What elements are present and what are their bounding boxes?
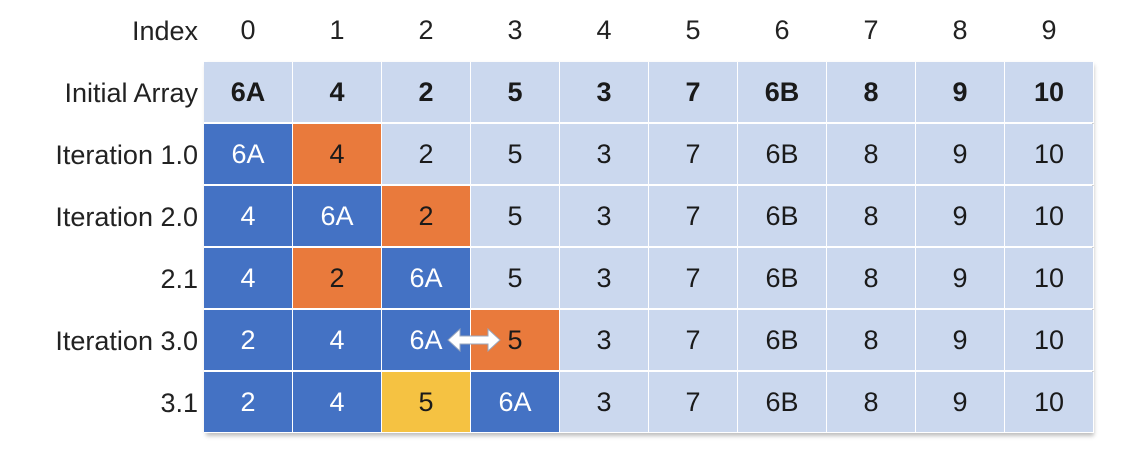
- array-cell: 8: [827, 372, 916, 433]
- index-header-7: 7: [863, 15, 879, 45]
- array-cell: 5: [471, 124, 560, 185]
- array-cell: 7: [649, 124, 738, 185]
- array-cell: 6B: [738, 62, 827, 123]
- array-cell: 6A: [471, 372, 560, 433]
- array-cell: 10: [1005, 62, 1094, 123]
- index-header-8: 8: [952, 15, 968, 45]
- array-cell: 6B: [738, 124, 827, 185]
- array-cell: 6B: [738, 248, 827, 309]
- index-header-row: Index 0 1 2 3 4 5 6 7 8 9: [0, 0, 1148, 62]
- array-cell: 9: [916, 124, 1005, 185]
- array-cell: 10: [1005, 186, 1094, 247]
- array-cell: 3: [560, 124, 649, 185]
- index-header-4: 4: [596, 15, 612, 45]
- array-cell: 8: [827, 62, 916, 123]
- array-cell: 7: [649, 186, 738, 247]
- array-cell: 10: [1005, 372, 1094, 433]
- array-cell: 10: [1005, 124, 1094, 185]
- row-label: Initial Array: [64, 78, 198, 108]
- array-cell: 5: [471, 186, 560, 247]
- array-cell: 7: [649, 372, 738, 433]
- array-cell: 8: [827, 124, 916, 185]
- array-row: Initial Array 6A 4 2 5 3 7 6B 8 9 10: [0, 62, 1148, 124]
- array-cell: 3: [560, 186, 649, 247]
- array-cell: 6A: [382, 310, 471, 371]
- array-cell: 4: [293, 62, 382, 123]
- array-cell: 6A: [204, 62, 293, 123]
- index-header-3: 3: [507, 15, 523, 45]
- array-cell: 10: [1005, 310, 1094, 371]
- index-header-label: Index: [131, 16, 198, 46]
- array-cell: 5: [471, 248, 560, 309]
- array-row: 2.1 4 2 6A 5 3 7 6B 8 9 10: [0, 248, 1148, 310]
- array-cell: 10: [1005, 248, 1094, 309]
- array-cell: 2: [382, 62, 471, 123]
- row-label: Iteration 1.0: [55, 140, 198, 170]
- array-cell: 6A: [204, 124, 293, 185]
- array-cell: 2: [293, 248, 382, 309]
- array-cell: 6B: [738, 372, 827, 433]
- array-cell: 9: [916, 372, 1005, 433]
- array-cell: 4: [204, 248, 293, 309]
- row-label: 2.1: [160, 264, 198, 294]
- array-cell: 9: [916, 248, 1005, 309]
- array-row: Iteration 2.0 4 6A 2 5 3 7 6B 8 9 10: [0, 186, 1148, 248]
- array-cell: 7: [649, 62, 738, 123]
- row-label: Iteration 2.0: [55, 202, 198, 232]
- index-header-5: 5: [685, 15, 701, 45]
- array-cell: 9: [916, 186, 1005, 247]
- array-cell: 6A: [382, 248, 471, 309]
- array-cell: 4: [293, 310, 382, 371]
- array-cell: 9: [916, 62, 1005, 123]
- array-cell: 3: [560, 372, 649, 433]
- array-cell: 6B: [738, 310, 827, 371]
- array-cell: 4: [293, 372, 382, 433]
- array-row: Iteration 3.0 2 4 6A 5 3 7 6B 8 9 10: [0, 310, 1148, 372]
- array-cell: 8: [827, 186, 916, 247]
- array-cell: 9: [916, 310, 1005, 371]
- index-header-1: 1: [329, 15, 345, 45]
- array-cell: 3: [560, 310, 649, 371]
- array-cell: 8: [827, 248, 916, 309]
- array-cell: 7: [649, 248, 738, 309]
- index-header-0: 0: [240, 15, 256, 45]
- array-cell: 2: [204, 372, 293, 433]
- row-label: 3.1: [160, 388, 198, 418]
- index-header-9: 9: [1041, 15, 1057, 45]
- array-cell: 7: [649, 310, 738, 371]
- array-cell: 4: [204, 186, 293, 247]
- array-cell: 2: [204, 310, 293, 371]
- array-cell: 5: [471, 62, 560, 123]
- index-header-2: 2: [418, 15, 434, 45]
- array-cell: 4: [293, 124, 382, 185]
- index-header-6: 6: [774, 15, 790, 45]
- array-cell: 6B: [738, 186, 827, 247]
- array-cell: 3: [560, 62, 649, 123]
- array-cell: 5: [382, 372, 471, 433]
- array-cell: 8: [827, 310, 916, 371]
- array-row: 3.1 2 4 5 6A 3 7 6B 8 9 10: [0, 372, 1148, 434]
- array-cell: 2: [382, 186, 471, 247]
- array-cell: 2: [382, 124, 471, 185]
- row-label: Iteration 3.0: [55, 326, 198, 356]
- double-arrow-icon: [447, 327, 501, 353]
- array-row: Iteration 1.0 6A 4 2 5 3 7 6B 8 9 10: [0, 124, 1148, 186]
- array-cell: 3: [560, 248, 649, 309]
- array-cell: 6A: [293, 186, 382, 247]
